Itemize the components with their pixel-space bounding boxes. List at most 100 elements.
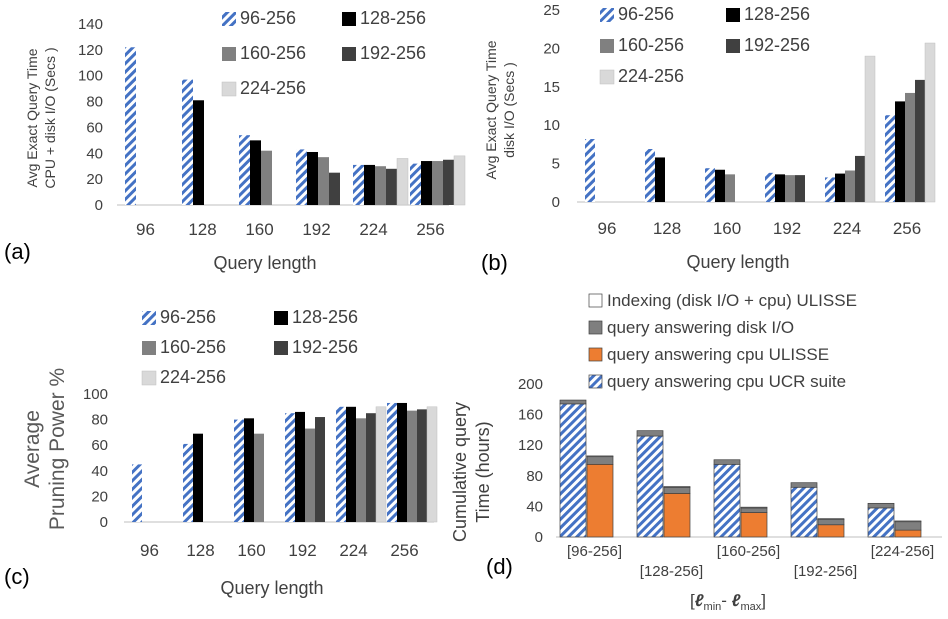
chart-d-ytick-label: 120 (518, 437, 543, 454)
chart-c-ytick-label: 100 (83, 386, 108, 403)
chart-d-panel-label: (d) (486, 554, 513, 579)
chart-d-bar-ULISSE-query answering disk I/O-[192-256] (817, 519, 845, 526)
chart-d-bar-UCR suite-query answering cpu UCR suite-[128-256] (636, 435, 664, 538)
chart-b-category-label: 128 (653, 219, 681, 238)
chart-c-panel-label: (c) (4, 564, 30, 589)
chart-d-bar-UCR suite-query answering cpu UCR suite-[160-256] (713, 463, 741, 538)
chart-b-ytick-label: 25 (543, 2, 560, 19)
chart-a-legend-swatch (222, 12, 236, 26)
chart-b-bar-96-256-160 (705, 168, 715, 202)
chart-c-category-label: 256 (390, 541, 418, 560)
chart-d-bar-ULISSE-query answering cpu ULISSE-[224-256] (894, 529, 922, 538)
chart-c-bar-224-256-256 (426, 406, 438, 523)
chart-a-legend-swatch (342, 47, 356, 61)
chart-b-ylabel-line-2: disk I/O (Secs ) (501, 62, 517, 158)
chart-c-bar-160-256-160 (254, 433, 264, 522)
chart-b-ytick-label: 5 (552, 156, 560, 173)
chart-d-bar-UCR suite-query answering cpu UCR suite-[96-256] (559, 403, 587, 538)
chart-b-bar-224-256-256 (924, 42, 936, 203)
chart-d-plot: 0 40 80 120 160 200 [96-256] [128-256] [160-256]… (518, 291, 942, 580)
chart-b-legend-swatch (600, 8, 614, 22)
chart-c-bar-160-256-192 (305, 428, 315, 522)
chart-a-category-label: 96 (136, 220, 155, 239)
chart-d-bar-UCR suite-query answering disk I/O-[192-256] (790, 482, 818, 488)
chart-d-bar-UCR suite-query answering disk I/O-[160-256] (713, 459, 741, 465)
chart-a: 0 20 40 60 80 100 120 140 96 128 160 192 224 256 96-25… (4, 8, 466, 273)
chart-a-bar-96-256-224 (353, 164, 364, 205)
chart-d-category-label: [192-256] (794, 563, 857, 580)
chart-a-legend-label: 160-256 (240, 43, 306, 63)
chart-a-legend-label: 224-256 (240, 78, 306, 98)
chart-d-ylabel-line-2: Time (hours) (473, 421, 493, 522)
chart-c-ytick-label: 20 (91, 488, 108, 505)
chart-d-bar-ULISSE-Indexing (disk I/O + cpu) ULISSE-[96-256] (586, 455, 614, 458)
chart-a-plot: 0 20 40 60 80 100 120 140 96 128 160 192 224 256 96-25… (78, 8, 466, 239)
chart-a-bar-96-256-160 (239, 135, 250, 205)
chart-d-ytick-label: 200 (518, 376, 543, 393)
chart-b-category-label: 160 (713, 219, 741, 238)
chart-b-plot: 0 5 10 15 20 25 96 128 160 192 224 256 96-256 128-256… (543, 2, 936, 238)
chart-d-ytick-label: 80 (526, 468, 543, 485)
chart-d-bar-UCR suite-query answering disk I/O-[128-256] (636, 430, 664, 437)
chart-c-ylabel-line-1: Average (21, 410, 44, 488)
chart-d-bar-UCR suite-query answering cpu UCR suite-[224-256] (867, 507, 895, 538)
chart-b: 0 5 10 15 20 25 96 128 160 192 224 256 96-256 128-256… (481, 2, 936, 275)
chart-c-ytick-label: 40 (91, 463, 108, 480)
chart-d-ytick-label: 160 (518, 407, 543, 424)
chart-b-legend-swatch (726, 8, 740, 22)
chart-a-ytick-label: 100 (78, 68, 103, 85)
chart-d-legend-label: query answering cpu ULISSE (607, 345, 829, 364)
chart-b-xlabel: Query length (686, 252, 789, 272)
chart-a-category-label: 224 (359, 220, 387, 239)
chart-c-bar-128-256-160 (244, 418, 254, 522)
chart-a-xlabel: Query length (213, 253, 316, 273)
chart-b-ytick-label: 20 (543, 40, 560, 57)
chart-d-category-label: [128-256] (640, 563, 703, 580)
chart-b-legend-swatch (600, 39, 614, 53)
chart-d: 0 40 80 120 160 200 [96-256] [128-256] [160-256]… (450, 291, 942, 613)
chart-d-bar-ULISSE-query answering cpu ULISSE-[128-256] (663, 493, 691, 538)
chart-a-panel-label: (a) (4, 239, 31, 264)
chart-b-bar-128-256-160 (715, 169, 725, 202)
chart-c-category-label: 192 (288, 541, 316, 560)
chart-d-bar-ULISSE-Indexing (disk I/O + cpu) ULISSE-[160-256] (740, 506, 768, 509)
chart-b-bar-128-256-128 (655, 157, 665, 202)
chart-b-ytick-label: 15 (543, 79, 560, 96)
chart-b-legend-label: 160-256 (618, 35, 684, 55)
chart-a-bar-128-256-256 (421, 161, 432, 205)
chart-b-ylabel-line-1: Avg Exact Query Time (483, 40, 499, 179)
chart-c-bar-160-256-224 (356, 418, 366, 522)
chart-c-bar-96-256-128 (183, 443, 193, 522)
chart-c-legend-swatch (274, 341, 288, 355)
chart-b-legend-label: 128-256 (744, 4, 810, 24)
chart-a-bar-96-256-192 (296, 149, 307, 205)
chart-a-ytick-label: 20 (86, 171, 103, 188)
chart-b-ytick-label: 0 (552, 194, 560, 211)
chart-c-category-label: 128 (186, 541, 214, 560)
chart-a-legend-label: 96-256 (240, 8, 296, 28)
chart-b-bar-160-256-224 (845, 170, 855, 202)
chart-d-bar-UCR suite-query answering cpu UCR suite-[192-256] (790, 486, 818, 538)
chart-b-bar-128-256-192 (775, 174, 785, 202)
chart-a-bar-96-256-128 (182, 79, 193, 205)
chart-a-legend-label: 128-256 (360, 8, 426, 28)
chart-d-legend-label: Indexing (disk I/O + cpu) ULISSE (607, 291, 857, 310)
chart-d-ylabel-line-1: Cumulative query (450, 402, 470, 542)
chart-d-bar-ULISSE-query answering cpu ULISSE-[96-256] (586, 463, 614, 538)
chart-b-bar-224-256-224 (864, 55, 876, 203)
chart-c-legend-swatch (274, 311, 288, 325)
chart-b-bar-128-256-256 (895, 101, 905, 202)
chart-a-legend-swatch (221, 81, 237, 97)
chart-c-bar-128-256-128 (193, 433, 203, 522)
chart-d-bar-ULISSE-query answering disk I/O-[160-256] (740, 507, 768, 513)
chart-d-bar-ULISSE-query answering disk I/O-[96-256] (586, 456, 614, 465)
chart-c-legend-label: 96-256 (160, 307, 216, 327)
chart-c-ytick-label: 80 (91, 412, 108, 429)
chart-d-legend-swatch (588, 320, 603, 335)
chart-d-category-label: [224-256] (871, 543, 934, 560)
chart-b-bar-192-256-256 (915, 79, 925, 202)
chart-b-bar-192-256-192 (795, 175, 805, 202)
chart-a-bar-128-256-160 (250, 140, 261, 205)
chart-d-bar-ULISSE-Indexing (disk I/O + cpu) ULISSE-[224-256] (894, 520, 922, 523)
